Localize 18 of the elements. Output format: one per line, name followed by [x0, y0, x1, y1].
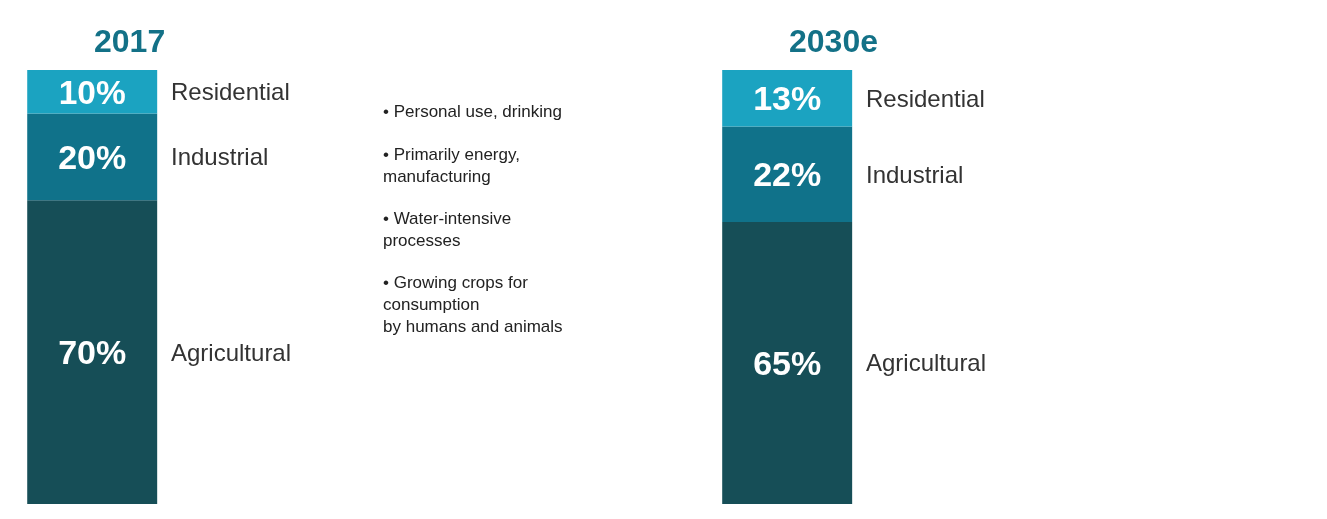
data-label: 13%	[753, 79, 822, 118]
series-label: Industrial	[171, 143, 269, 170]
chart-title: 2030e	[789, 23, 878, 59]
data-label: 65%	[753, 343, 822, 382]
chart-title: 2017	[94, 23, 166, 59]
text: • Primarily energy, manufacturing	[383, 145, 520, 187]
text: • Personal use, drinking	[383, 102, 562, 121]
text: • Water-intensive processes	[383, 209, 512, 251]
series-label: Agricultural	[866, 349, 987, 376]
series-label: Residential	[171, 78, 290, 105]
series-label: Agricultural	[171, 339, 292, 366]
series-label: Residential	[866, 85, 985, 112]
series-label: Industrial	[866, 161, 964, 188]
data-label: 10%	[58, 73, 126, 111]
data-label: 20%	[58, 137, 127, 176]
data-label: 70%	[58, 333, 127, 372]
text: • Growing crops for consumption by humans and animals	[383, 273, 563, 337]
data-label: 22%	[753, 155, 822, 194]
